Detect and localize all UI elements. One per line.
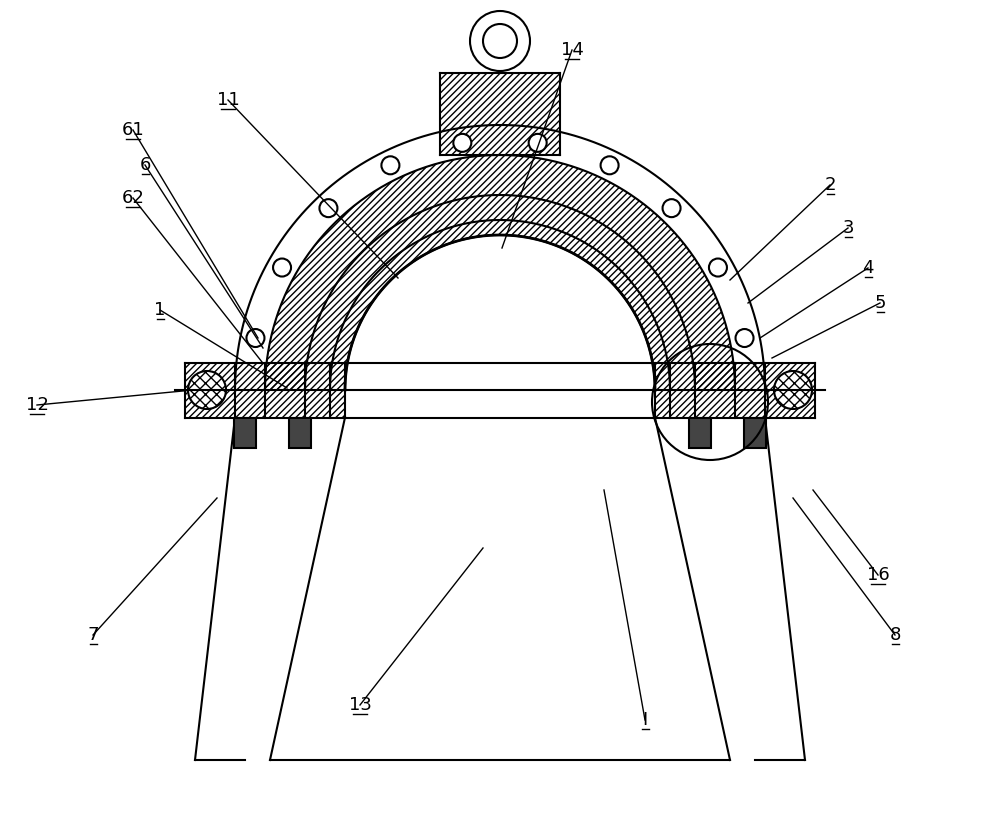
Text: 8: 8 xyxy=(889,626,901,644)
Circle shape xyxy=(663,199,681,217)
Circle shape xyxy=(736,329,754,347)
Polygon shape xyxy=(670,363,695,417)
Circle shape xyxy=(273,258,291,276)
Circle shape xyxy=(709,258,727,276)
Text: 16: 16 xyxy=(867,566,889,584)
Polygon shape xyxy=(235,125,765,390)
Circle shape xyxy=(470,11,530,71)
Bar xyxy=(289,417,311,447)
Circle shape xyxy=(483,24,517,58)
Text: I: I xyxy=(642,711,648,729)
Text: 2: 2 xyxy=(824,176,836,194)
Text: 6: 6 xyxy=(139,156,151,174)
Text: 7: 7 xyxy=(87,626,99,644)
Text: 4: 4 xyxy=(862,259,874,277)
Polygon shape xyxy=(440,73,560,155)
Circle shape xyxy=(453,134,471,152)
Bar xyxy=(744,417,766,447)
Circle shape xyxy=(319,199,337,217)
Polygon shape xyxy=(330,363,345,417)
Polygon shape xyxy=(305,363,330,417)
Polygon shape xyxy=(330,220,670,390)
Text: 3: 3 xyxy=(842,219,854,237)
Circle shape xyxy=(188,371,226,409)
Bar xyxy=(689,417,711,447)
Polygon shape xyxy=(305,195,695,390)
Bar xyxy=(234,417,256,447)
Text: 61: 61 xyxy=(122,121,144,139)
Polygon shape xyxy=(185,363,235,417)
Circle shape xyxy=(601,156,619,174)
Circle shape xyxy=(381,156,399,174)
Text: 11: 11 xyxy=(217,91,239,109)
Text: 1: 1 xyxy=(154,301,166,319)
Polygon shape xyxy=(695,363,735,417)
Text: 13: 13 xyxy=(349,696,371,714)
Text: 14: 14 xyxy=(561,41,583,59)
Polygon shape xyxy=(765,363,815,417)
Polygon shape xyxy=(735,363,765,417)
Polygon shape xyxy=(265,155,735,390)
Text: 5: 5 xyxy=(874,294,886,312)
Circle shape xyxy=(774,371,812,409)
Polygon shape xyxy=(235,363,265,417)
Circle shape xyxy=(246,329,264,347)
Circle shape xyxy=(529,134,547,152)
Polygon shape xyxy=(655,363,670,417)
Polygon shape xyxy=(265,363,305,417)
Text: 12: 12 xyxy=(26,396,48,414)
Text: 62: 62 xyxy=(122,189,144,207)
